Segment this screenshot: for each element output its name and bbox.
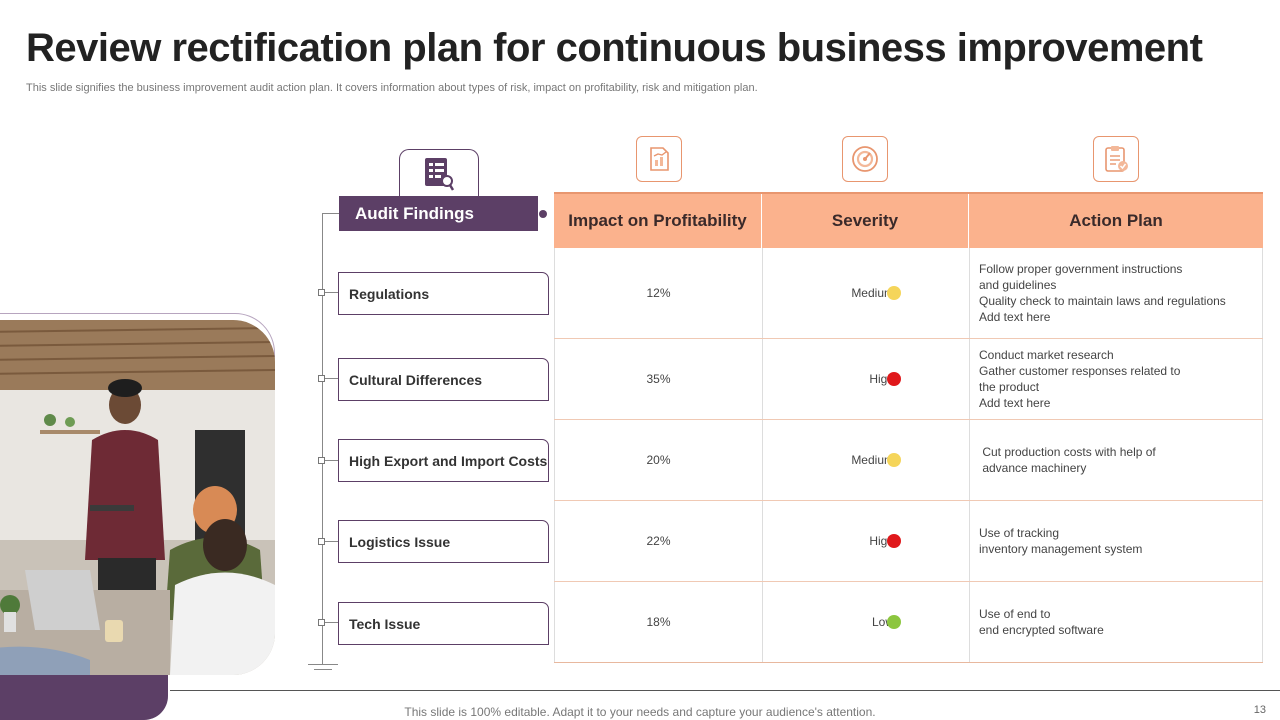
audit-icon-frame xyxy=(399,149,479,197)
tree-branch xyxy=(325,378,339,379)
meeting-illustration xyxy=(0,320,275,675)
table-header-row: Impact on Profitability Severity Action … xyxy=(554,194,1263,248)
finding-cultural-differences: Cultural Differences xyxy=(338,358,549,401)
plan-line: end encrypted software xyxy=(979,623,1104,637)
plan-line: Add text here xyxy=(979,310,1051,324)
finding-regulations: Regulations xyxy=(338,272,549,315)
action-plan-cell: Use of end to end encrypted software xyxy=(969,582,1263,662)
severity-indicator-dot xyxy=(887,372,901,386)
audit-checklist-icon xyxy=(425,157,455,191)
impact-cell: 22% xyxy=(554,501,762,581)
report-chart-icon xyxy=(650,147,669,171)
action-icon-frame xyxy=(1093,136,1139,182)
impact-cell: 18% xyxy=(554,582,762,662)
plan-line: Gather customer responses related to xyxy=(979,364,1181,378)
severity-indicator-dot xyxy=(887,534,901,548)
severity-icon-frame xyxy=(842,136,888,182)
finding-logistics-issue: Logistics Issue xyxy=(338,520,549,563)
severity-indicator-dot xyxy=(887,615,901,629)
tree-branch xyxy=(325,622,339,623)
plan-line: Use of end to xyxy=(979,607,1051,621)
impact-cell: 35% xyxy=(554,339,762,419)
severity-indicator-dot xyxy=(887,286,901,300)
table-row: 20% Medium Cut production costs with hel… xyxy=(554,420,1263,501)
plan-line: Cut production costs with help of xyxy=(979,445,1156,459)
severity-cell: Medium xyxy=(762,420,969,500)
severity-label: Medium xyxy=(851,453,894,467)
table-row: 12% Medium Follow proper government inst… xyxy=(554,248,1263,339)
plan-line: Quality check to maintain laws and regul… xyxy=(979,294,1226,308)
audit-header-dot xyxy=(539,210,547,218)
severity-cell: Medium xyxy=(762,248,969,338)
tree-connector-line xyxy=(322,213,323,665)
severity-cell: High xyxy=(762,501,969,581)
tree-base-inner xyxy=(314,669,332,670)
plan-line: Conduct market research xyxy=(979,348,1114,362)
tree-base xyxy=(308,664,338,665)
column-header-impact: Impact on Profitability xyxy=(554,194,762,248)
action-plan-cell: Use of tracking inventory management sys… xyxy=(969,501,1263,581)
tree-knot xyxy=(318,619,325,626)
table-row: 18% Low Use of end to end encrypted soft… xyxy=(554,582,1263,663)
team-meeting-photo xyxy=(0,320,275,675)
plan-line: advance machinery xyxy=(979,461,1087,475)
tree-knot xyxy=(318,289,325,296)
slide-title: Review rectification plan for continuous… xyxy=(26,26,1203,70)
action-plan-cell: Follow proper government instructions an… xyxy=(969,248,1263,338)
action-plan-cell: Cut production costs with help of advanc… xyxy=(969,420,1263,500)
finding-export-import-costs: High Export and Import Costs xyxy=(338,439,549,482)
column-header-severity: Severity xyxy=(762,194,969,248)
tree-top-connector xyxy=(322,213,340,214)
plan-line: inventory management system xyxy=(979,542,1143,556)
severity-cell: High xyxy=(762,339,969,419)
tree-branch xyxy=(325,460,339,461)
footer-note: This slide is 100% editable. Adapt it to… xyxy=(404,705,876,719)
severity-cell: Low xyxy=(762,582,969,662)
tree-knot xyxy=(318,538,325,545)
impact-cell: 20% xyxy=(554,420,762,500)
action-plan-table: Impact on Profitability Severity Action … xyxy=(554,192,1263,663)
plan-line: Use of tracking xyxy=(979,526,1060,540)
table-row: 35% High Conduct market research Gather … xyxy=(554,339,1263,420)
table-row: 22% High Use of tracking inventory manag… xyxy=(554,501,1263,582)
plan-line: Follow proper government instructions xyxy=(979,262,1183,276)
tree-branch xyxy=(325,541,339,542)
gauge-icon xyxy=(852,146,878,172)
impact-icon-frame xyxy=(636,136,682,182)
page-number: 13 xyxy=(1253,704,1266,716)
action-plan-cell: Conduct market research Gather customer … xyxy=(969,339,1263,419)
footer-divider xyxy=(170,690,1280,691)
tree-knot xyxy=(318,457,325,464)
tree-branch xyxy=(325,292,339,293)
audit-findings-header: Audit Findings xyxy=(339,196,538,231)
clipboard-check-icon xyxy=(1105,146,1128,172)
plan-line: Add text here xyxy=(979,396,1051,410)
severity-indicator-dot xyxy=(887,453,901,467)
slide-subtitle: This slide signifies the business improv… xyxy=(26,82,758,94)
plan-line: the product xyxy=(979,380,1040,394)
tree-knot xyxy=(318,375,325,382)
impact-cell: 12% xyxy=(554,248,762,338)
severity-label: Medium xyxy=(851,286,894,300)
corner-accent-block xyxy=(0,675,168,720)
column-header-action-plan: Action Plan xyxy=(1069,211,1163,230)
plan-line: and guidelines xyxy=(979,278,1057,292)
finding-tech-issue: Tech Issue xyxy=(338,602,549,645)
